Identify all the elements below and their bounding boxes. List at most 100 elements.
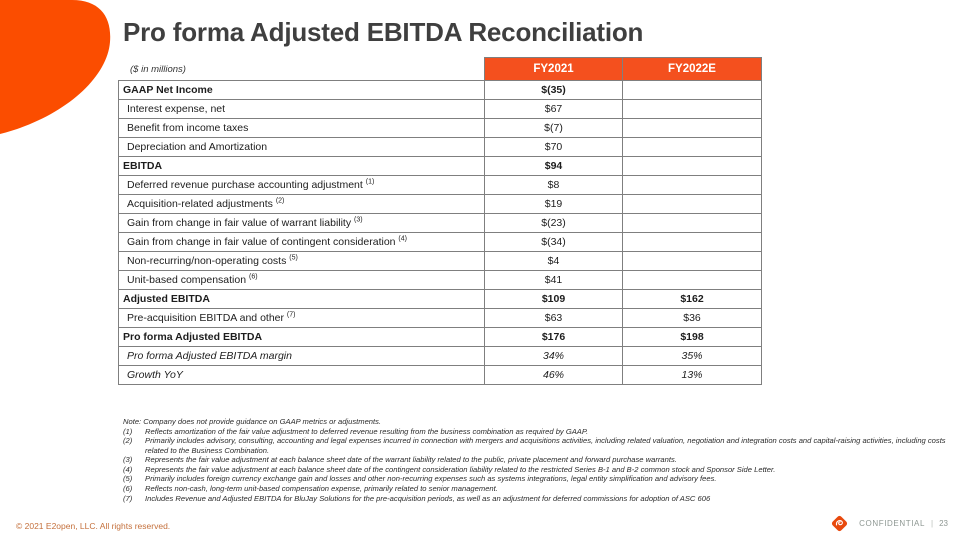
fy2022e-value [622,213,762,233]
table-row: Growth YoY 46% 13% [118,365,762,385]
fy2021-value: $70 [484,137,623,157]
fy2021-value: $109 [484,289,623,309]
fy2022e-value [622,175,762,195]
table-header-row: FY2021 FY2022E [119,57,762,81]
footnote-number: (6) [123,483,133,493]
table-row: GAAP Net Income $(35) [118,80,762,100]
table-row: EBITDA $94 [118,156,762,176]
row-label: Acquisition-related adjustments (2) [118,194,485,214]
footnote-ref: (7) [286,311,296,319]
row-label: Pro forma Adjusted EBITDA margin [118,346,485,366]
row-label: Deferred revenue purchase accounting adj… [118,175,485,195]
footnote-number: (2) [123,436,133,446]
fy2021-value: 46% [484,365,623,385]
table-row: Depreciation and Amortization $70 [118,137,762,157]
table-row: Interest expense, net $67 [118,99,762,119]
footnote-item: (2) Primarily includes advisory, consult… [123,436,956,455]
table-row: Pro forma Adjusted EBITDA $176 $198 [118,327,762,347]
fy2022e-value [622,137,762,157]
footnote-ref: (2) [275,197,285,205]
fy2022e-value [622,232,762,252]
fy2022e-value [622,99,762,119]
footnote-ref: (6) [249,273,258,281]
ebitda-reconciliation-table: FY2021 FY2022E GAAP Net Income $(35) Int… [118,57,762,385]
fy2021-value: $94 [484,156,623,176]
fy2021-value: $63 [484,308,623,328]
fy2021-value: $4 [484,251,623,271]
table-row: Benefit from income taxes $(7) [118,118,762,138]
fy2021-value: $(34) [484,232,623,252]
row-label: Unit-based compensation (6) [118,270,485,290]
footnote-number: (4) [123,464,133,474]
footnote-text: Reflects amortization of the fair value … [145,426,589,436]
fy2021-value: $19 [484,194,623,214]
copyright-text: © 2021 E2open, LLC. All rights reserved. [16,521,171,531]
corner-accent-shape [0,0,111,134]
fy2022e-value: $36 [622,308,762,328]
fy2021-value: $(23) [484,213,623,233]
footnote-number: (1) [123,426,133,436]
confidential-group: CONFIDENTIAL | 23 [859,519,948,528]
table-row: Deferred revenue purchase accounting adj… [118,175,762,195]
footer-separator: | [931,519,934,528]
footnote-ref: (3) [354,216,363,224]
fy2021-value: $(35) [484,80,623,100]
footnote-text: Represents the fair value adjustment at … [145,464,776,474]
header-spacer-cell [119,58,485,81]
table-row: Unit-based compensation (6) $41 [118,270,762,290]
footnote-item: (3) Represents the fair value adjustment… [123,455,956,465]
footnote-ref: (4) [398,235,407,243]
fy2022e-value: $198 [622,327,762,347]
page-title: Pro forma Adjusted EBITDA Reconciliation [123,17,644,47]
confidential-label: CONFIDENTIAL [859,519,926,528]
table-row: Gain from change in fair value of contin… [118,232,762,252]
row-label: GAAP Net Income [118,80,485,100]
table-row: Acquisition-related adjustments (2) $19 [118,194,762,214]
footnote-item: (6) Reflects non-cash, long-term unit-ba… [123,484,956,494]
footnote-ref: (1) [365,178,375,186]
footnote-text: Includes Revenue and Adjusted EBITDA for… [145,493,711,503]
table-row: Adjusted EBITDA $109 $162 [118,289,762,309]
row-label: Adjusted EBITDA [118,289,485,309]
page-number: 23 [939,519,948,528]
footnote-item: (4) Represents the fair value adjustment… [123,465,956,475]
footnote-number: (3) [123,455,133,465]
fy2022e-value [622,156,762,176]
footnote-text: Represents the fair value adjustment at … [145,455,677,465]
fy2021-value: 34% [484,346,623,366]
row-label: Growth YoY [118,365,485,385]
row-label: Pro forma Adjusted EBITDA [118,327,485,347]
footnote-text: Primarily includes foreign currency exch… [145,474,717,484]
footer-right-group: CONFIDENTIAL | 23 [829,513,948,534]
row-label: Depreciation and Amortization [118,137,485,157]
row-label: Benefit from income taxes [118,118,485,138]
fy2022e-value: 35% [622,346,762,366]
footnote-text: Reflects non-cash, long-term unit-based … [145,483,498,493]
table-row: Gain from change in fair value of warran… [118,213,762,233]
footnote-item: (5) Primarily includes foreign currency … [123,474,956,484]
fy2021-value: $67 [484,99,623,119]
footnote-item: (1) Reflects amortization of the fair va… [123,427,956,437]
footnote-text: Primarily includes advisory, consulting,… [145,436,946,455]
footnote-item: (7) Includes Revenue and Adjusted EBITDA… [123,494,956,504]
row-label: Pre-acquisition EBITDA and other (7) [118,308,485,328]
fy2022e-value [622,251,762,271]
fy2021-value: $41 [484,270,623,290]
fy2022e-value [622,80,762,100]
e2open-logo-icon [832,515,848,532]
footnote-number: (7) [123,493,133,503]
row-label: EBITDA [118,156,485,176]
footnote-ref: (5) [289,254,298,262]
row-label: Interest expense, net [118,99,485,119]
column-header-fy2022e: FY2022E [622,57,762,81]
table-row: Pre-acquisition EBITDA and other (7) $63… [118,308,762,328]
footnote-number: (5) [123,474,133,484]
footnote-note: Note: Company does not provide guidance … [123,417,382,426]
fy2021-value: $8 [484,175,623,195]
column-header-fy2021: FY2021 [484,57,623,81]
row-label: Gain from change in fair value of contin… [118,232,485,252]
fy2022e-value [622,118,762,138]
fy2022e-value: $162 [622,289,762,309]
footnotes-block: Note: Company does not provide guidance … [123,417,956,503]
